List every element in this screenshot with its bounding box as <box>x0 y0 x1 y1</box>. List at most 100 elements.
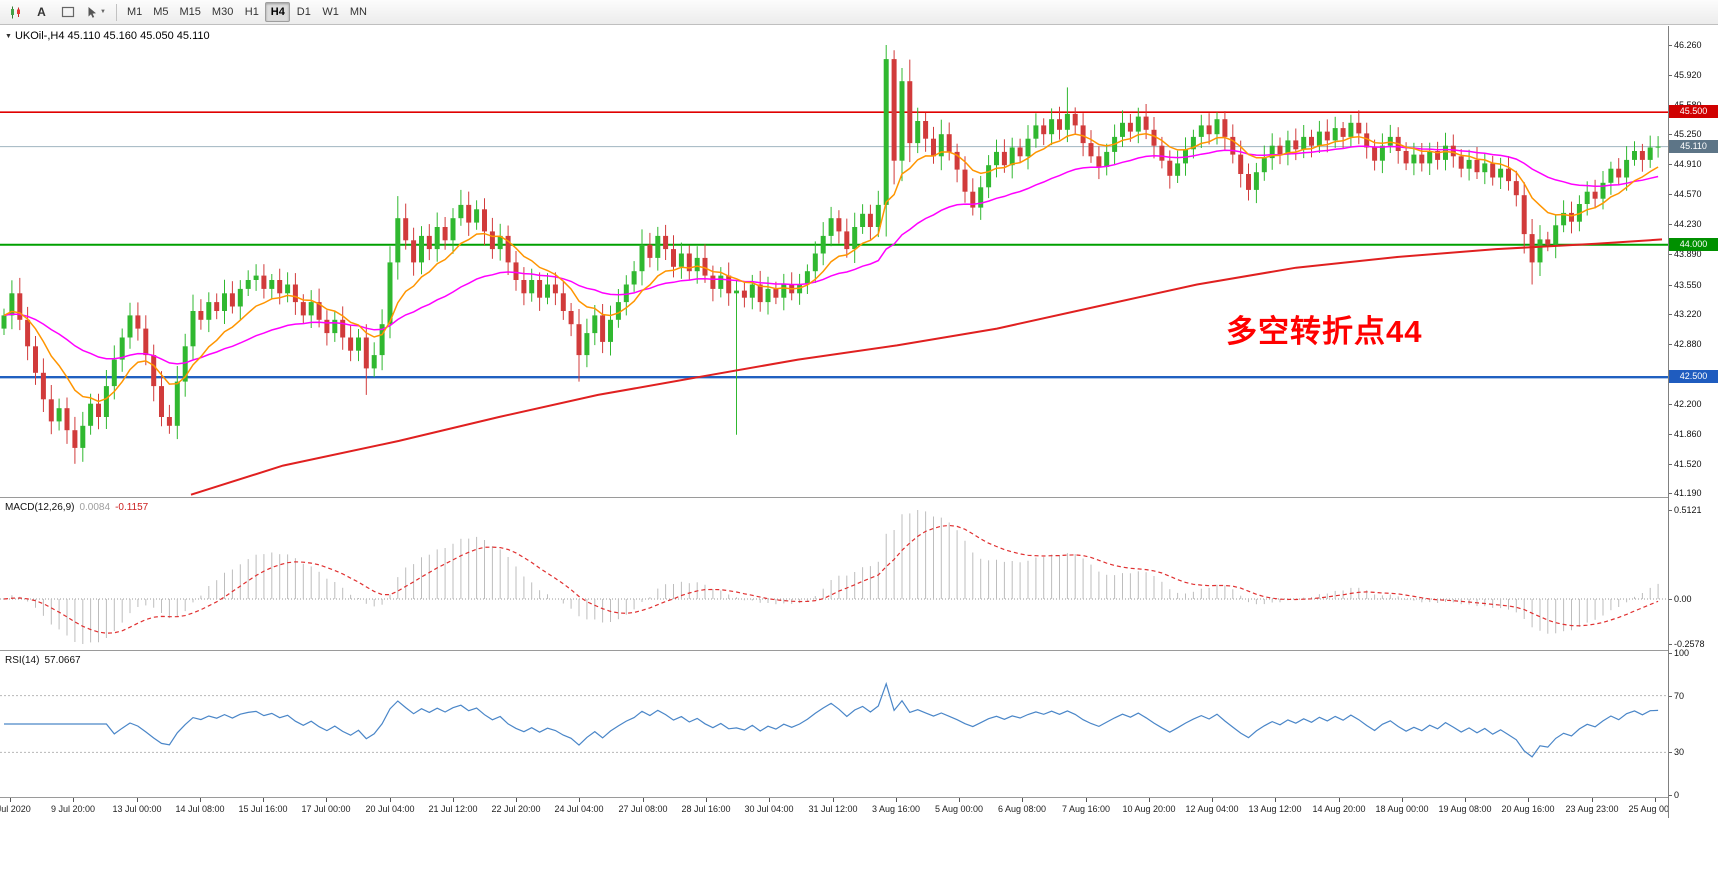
price-axis-label: 43.550 <box>1674 279 1702 290</box>
time-axis-tick <box>10 798 11 802</box>
macd-canvas[interactable] <box>0 498 1668 650</box>
time-axis-tick <box>643 798 644 802</box>
time-axis-label: 28 Jul 16:00 <box>681 804 731 814</box>
time-axis-label: 13 Jul 00:00 <box>112 804 162 814</box>
time-axis-label: 20 Aug 16:00 <box>1501 804 1555 814</box>
axis-tick <box>1669 653 1672 654</box>
timeframe-button-m30[interactable]: M30 <box>211 6 234 18</box>
time-axis-tick <box>1528 798 1529 802</box>
shapes-button[interactable] <box>55 2 80 22</box>
time-axis-tick <box>769 798 770 802</box>
time-axis-tick <box>579 798 580 802</box>
chevron-down-icon[interactable]: ▼ <box>5 33 12 40</box>
main-chart-canvas[interactable] <box>0 26 1668 497</box>
time-axis-tick <box>516 798 517 802</box>
axis-tick <box>1669 463 1672 465</box>
time-axis-label: 14 Jul 08:00 <box>175 804 225 814</box>
time-axis-label: 10 Aug 20:00 <box>1122 804 1176 814</box>
candles <box>1 45 1661 464</box>
macd-pane[interactable] <box>0 498 1668 650</box>
chart-style-button[interactable] <box>3 2 28 22</box>
time-axis-label: 6 Aug 08:00 <box>997 804 1047 814</box>
level-price-badge: 42.500 <box>1669 370 1718 384</box>
symbol-ohlc-text: UKOil-,H4 45.110 45.160 45.050 45.110 <box>14 30 210 42</box>
timeframe-buttons: M1 M5 M15 M30 H1 H4 D1 W1 MN <box>122 2 372 22</box>
price-axis-label: 44.230 <box>1674 219 1702 230</box>
price-axis-label: 42.880 <box>1674 338 1702 349</box>
price-axis-label: 45.580 <box>1674 100 1702 110</box>
axis-tick <box>1669 75 1672 76</box>
ma-slow-line[interactable] <box>190 238 1663 496</box>
rsi-name: RSI(14) <box>5 655 40 666</box>
timeframe-button-m1[interactable]: M1 <box>126 6 143 18</box>
level-price-badge: 44.000 <box>1669 237 1718 251</box>
ma-medium-line[interactable] <box>3 145 1659 365</box>
time-axis-label: 31 Jul 12:00 <box>808 804 858 814</box>
macd-main-value: 0.0084 <box>79 502 111 513</box>
time-axis-tick <box>137 798 138 802</box>
time-axis-tick <box>1339 798 1340 802</box>
axis-tick <box>1669 599 1672 600</box>
rsi-value: 57.0667 <box>44 655 81 666</box>
macd-indicator-label: MACD(12,26,9) 0.0084 -0.1157 <box>5 502 148 513</box>
time-axis-tick <box>1212 798 1213 802</box>
time-axis[interactable]: 8 Jul 2020 9 Jul 20:00 13 Jul 00:00 14 Jul … <box>0 798 1682 818</box>
axis-tick <box>1669 254 1672 256</box>
timeframe-button-m15[interactable]: M15 <box>179 6 201 18</box>
rsi-axis-label: 100 <box>1674 648 1690 658</box>
time-axis-tick <box>1465 798 1466 802</box>
rsi-axis-label: 0 <box>1674 790 1680 800</box>
timeframe-button-d1[interactable]: D1 <box>296 6 311 18</box>
axis-tick <box>1669 795 1672 796</box>
timeframe-button-mn[interactable]: MN <box>349 6 367 18</box>
timeframe-button-h4[interactable]: H4 <box>265 2 291 22</box>
time-axis-tick <box>1149 798 1150 802</box>
main-chart-pane[interactable] <box>0 26 1668 497</box>
time-axis-label: 12 Aug 04:00 <box>1185 804 1239 814</box>
time-axis-label: 7 Aug 16:00 <box>1061 804 1111 814</box>
time-axis-label: 21 Jul 12:00 <box>428 804 478 814</box>
time-axis-tick <box>1022 798 1023 802</box>
time-axis-tick <box>200 798 201 802</box>
price-axis[interactable]: 46.260 45.920 45.580 45.250 44.910 44.570 44.2… <box>1668 26 1718 818</box>
timeframe-button-h1[interactable]: H1 <box>244 6 259 18</box>
toolbar-tools: A ▼ <box>3 2 111 22</box>
pane-divider[interactable] <box>0 650 1718 651</box>
macd-signal-value: -0.1157 <box>115 502 149 513</box>
time-axis-tick <box>959 798 960 802</box>
timeframe-button-m5[interactable]: M5 <box>153 6 169 18</box>
axis-tick <box>1669 134 1672 136</box>
time-axis-label: 24 Jul 04:00 <box>554 804 604 814</box>
price-axis-label: 44.910 <box>1674 159 1702 170</box>
time-axis-tick <box>1275 798 1276 802</box>
macd-signal-line <box>3 524 1659 634</box>
axis-tick <box>1669 224 1672 226</box>
pane-divider[interactable] <box>0 497 1718 498</box>
price-axis-label: 44.570 <box>1674 189 1702 200</box>
macd-axis-label: 0.00 <box>1674 594 1692 604</box>
time-axis-tick <box>896 798 897 802</box>
rsi-canvas[interactable] <box>0 651 1668 797</box>
price-axis-label: 45.250 <box>1674 129 1702 140</box>
axis-tick <box>1669 45 1672 46</box>
axis-tick <box>1669 284 1672 286</box>
text-label-button[interactable]: A <box>37 5 46 19</box>
axis-tick <box>1669 510 1672 511</box>
timeframe-button-w1[interactable]: W1 <box>322 6 339 18</box>
macd-name: MACD(12,26,9) <box>5 502 75 513</box>
ma-fast-line[interactable] <box>3 133 1659 403</box>
rsi-axis-label: 30 <box>1674 747 1685 758</box>
price-axis-label: 45.920 <box>1674 70 1702 80</box>
time-axis-label: 27 Jul 08:00 <box>618 804 668 814</box>
cursor-button[interactable]: ▼ <box>81 2 111 22</box>
price-axis-label: 46.260 <box>1674 40 1702 50</box>
axis-tick <box>1669 433 1672 435</box>
chart-annotation[interactable]: 多空转折点44 <box>1226 314 1423 349</box>
time-axis-tick <box>326 798 327 802</box>
macd-axis-label: 0.5121 <box>1674 505 1702 515</box>
rsi-pane[interactable] <box>0 651 1668 797</box>
time-axis-tick <box>390 798 391 802</box>
time-axis-tick <box>1655 798 1656 802</box>
time-axis-label: 17 Jul 00:00 <box>301 804 351 814</box>
macd-axis-label: -0.2578 <box>1674 639 1705 649</box>
